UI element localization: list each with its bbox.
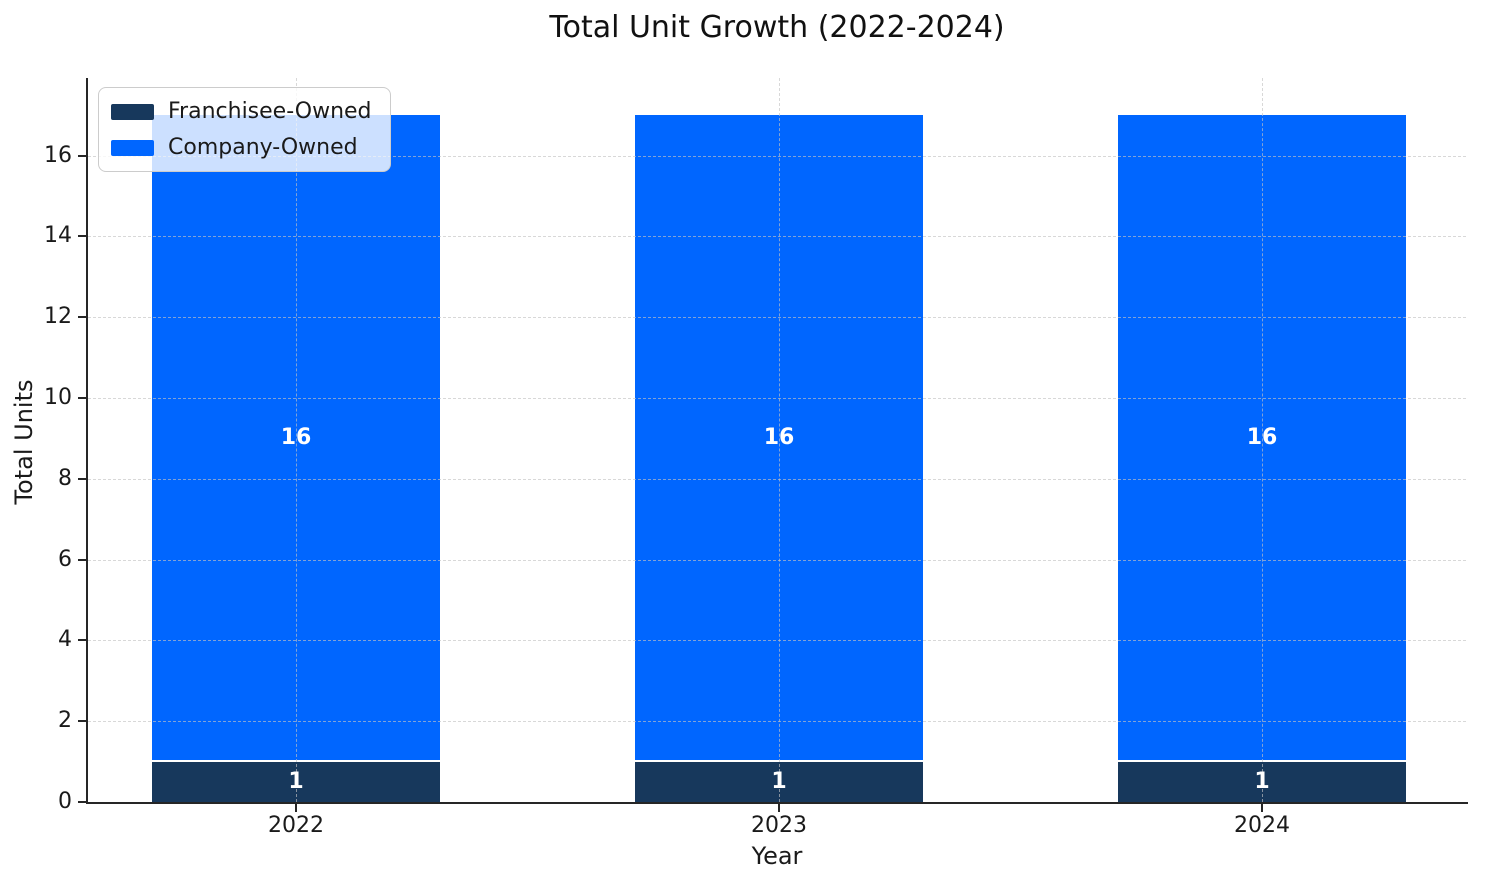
gridline-horizontal	[88, 721, 1466, 723]
x-tick-mark	[778, 804, 780, 812]
legend-label: Franchisee-Owned	[168, 99, 372, 124]
x-axis-spine	[86, 802, 1468, 804]
gridline-horizontal	[88, 640, 1466, 642]
bar-value-label: 16	[280, 425, 312, 451]
x-tick-mark	[1261, 804, 1263, 812]
y-tick-label: 0	[58, 789, 72, 814]
legend-item-company-owned: Company-Owned	[111, 134, 372, 161]
y-tick-mark	[78, 316, 86, 319]
legend-swatch-company-owned	[111, 139, 154, 156]
y-axis-label: Total Units	[10, 379, 38, 505]
gridline-vertical	[1262, 78, 1263, 802]
legend: Franchisee-Owned Company-Owned	[98, 87, 391, 172]
y-axis-spine	[86, 78, 88, 804]
gridline-vertical	[779, 78, 780, 802]
x-tick-label: 2022	[268, 813, 324, 838]
legend-label: Company-Owned	[168, 135, 358, 160]
x-axis-label: Year	[751, 842, 803, 870]
bar-value-label: 1	[288, 768, 304, 794]
y-tick-mark	[78, 801, 86, 803]
legend-swatch-franchisee-owned	[111, 103, 154, 120]
y-tick-label: 16	[44, 142, 72, 168]
y-tick-label: 12	[44, 304, 72, 330]
y-tick-mark	[78, 639, 86, 642]
y-tick-mark	[78, 154, 86, 157]
x-tick-label: 2024	[1234, 813, 1290, 838]
y-tick-label: 4	[58, 627, 72, 653]
bar-value-label: 1	[1254, 768, 1270, 794]
bar-value-label: 16	[763, 425, 795, 451]
gridline-horizontal	[88, 317, 1466, 319]
y-tick-mark	[78, 558, 86, 561]
bar-value-label: 1	[771, 768, 787, 794]
bar-value-label: 16	[1246, 425, 1278, 451]
gridline-horizontal	[88, 478, 1466, 480]
gridline-horizontal	[88, 397, 1466, 399]
y-tick-mark	[78, 235, 86, 238]
x-tick-mark	[295, 804, 297, 812]
y-tick-mark	[78, 720, 86, 723]
chart-title: Total Unit Growth (2022-2024)	[549, 10, 1005, 45]
x-tick-label: 2023	[751, 813, 807, 838]
y-tick-label: 2	[58, 708, 72, 734]
legend-item-franchisee-owned: Franchisee-Owned	[111, 98, 372, 125]
gridline-horizontal	[88, 559, 1466, 561]
gridline-vertical	[296, 78, 297, 802]
y-tick-label: 14	[44, 223, 72, 249]
gridline-horizontal	[88, 236, 1466, 238]
y-tick-label: 10	[44, 384, 72, 410]
y-tick-mark	[78, 477, 86, 480]
y-tick-label: 6	[58, 546, 72, 572]
y-tick-label: 8	[58, 465, 72, 491]
y-tick-mark	[78, 396, 86, 399]
gridline-horizontal	[88, 155, 1466, 157]
